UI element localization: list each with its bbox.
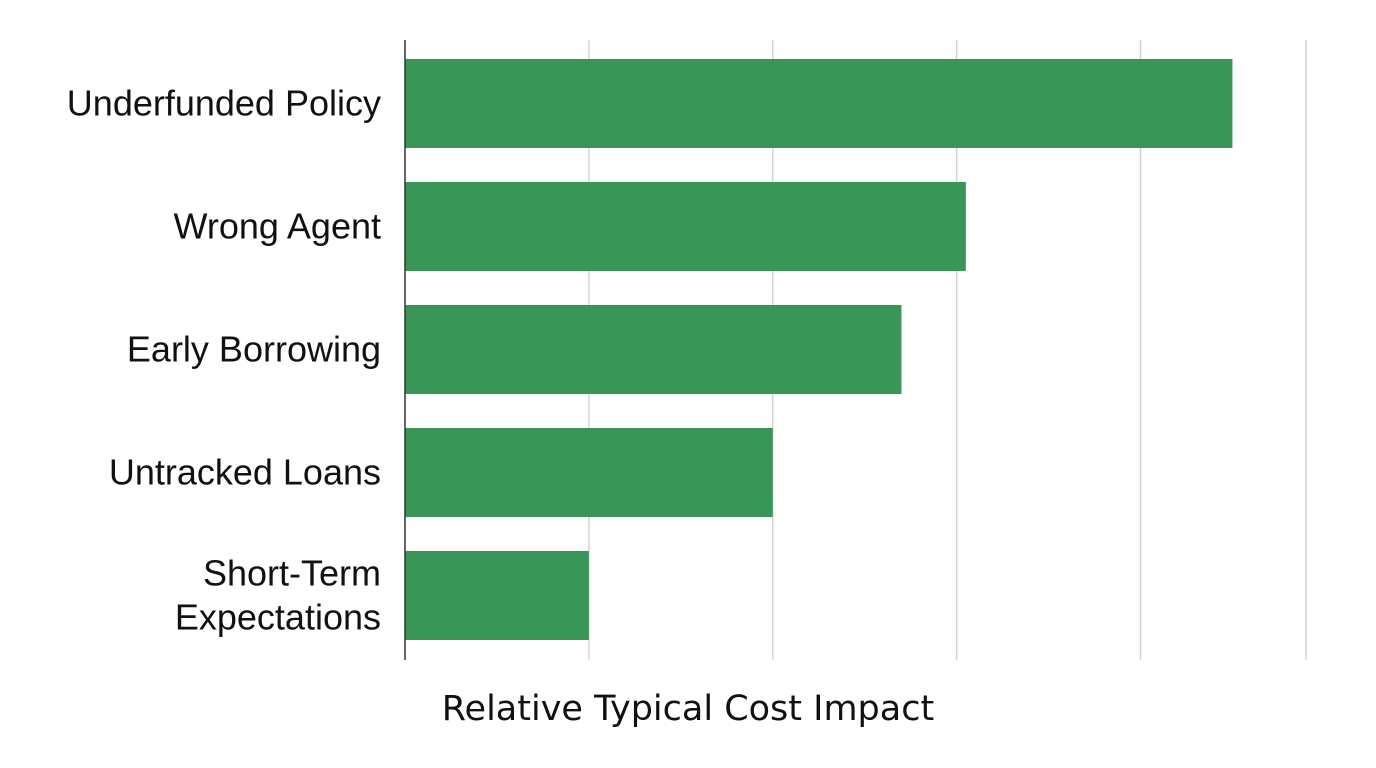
- category-labels: Underfunded Policy Wrong Agent Early Borro…: [67, 83, 381, 638]
- category-label-line: Wrong Agent: [174, 206, 381, 247]
- bar-4: [405, 428, 773, 517]
- category-label-3: Early Borrowing: [127, 329, 381, 370]
- category-label-line: Expectations: [175, 597, 381, 638]
- category-label-1: Underfunded Policy: [67, 83, 381, 124]
- category-label-5: Short-Term Expectations: [175, 553, 381, 638]
- x-axis-title: Relative Typical Cost Impact: [442, 689, 934, 729]
- bar-2: [405, 182, 966, 271]
- bar-3: [405, 305, 902, 394]
- category-label-line: Early Borrowing: [127, 329, 381, 370]
- category-label-line: Short-Term: [203, 553, 381, 594]
- bar-1: [405, 59, 1233, 148]
- category-label-2: Wrong Agent: [174, 206, 381, 247]
- category-label-4: Untracked Loans: [109, 452, 381, 493]
- bars: [405, 59, 1233, 640]
- bar-5: [405, 551, 589, 640]
- category-label-line: Underfunded Policy: [67, 83, 381, 124]
- category-label-line: Untracked Loans: [109, 452, 381, 493]
